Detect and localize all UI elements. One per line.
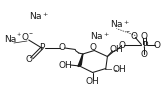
Text: O: O	[141, 50, 148, 59]
Text: O: O	[130, 32, 137, 41]
Text: O: O	[141, 32, 148, 41]
Text: P: P	[39, 44, 44, 52]
Text: $^+$: $^+$	[15, 33, 21, 39]
Text: Na$^+$: Na$^+$	[90, 31, 110, 42]
Text: O: O	[22, 34, 29, 42]
Text: O: O	[90, 43, 97, 52]
Text: O: O	[154, 41, 161, 50]
Text: Na: Na	[5, 36, 17, 44]
Polygon shape	[78, 54, 83, 66]
Text: $^{-}$: $^{-}$	[28, 31, 34, 37]
Text: $^{-}$: $^{-}$	[125, 30, 131, 36]
Text: Na$^+$: Na$^+$	[29, 10, 49, 22]
Text: OH: OH	[86, 77, 100, 86]
Text: OH: OH	[113, 65, 127, 74]
Text: O: O	[119, 41, 126, 50]
Text: P: P	[142, 41, 147, 50]
Text: OH: OH	[110, 44, 123, 54]
Text: Na$^+$: Na$^+$	[110, 19, 130, 30]
Text: O: O	[59, 44, 66, 52]
Text: O: O	[25, 56, 32, 64]
Text: OH: OH	[59, 60, 72, 70]
